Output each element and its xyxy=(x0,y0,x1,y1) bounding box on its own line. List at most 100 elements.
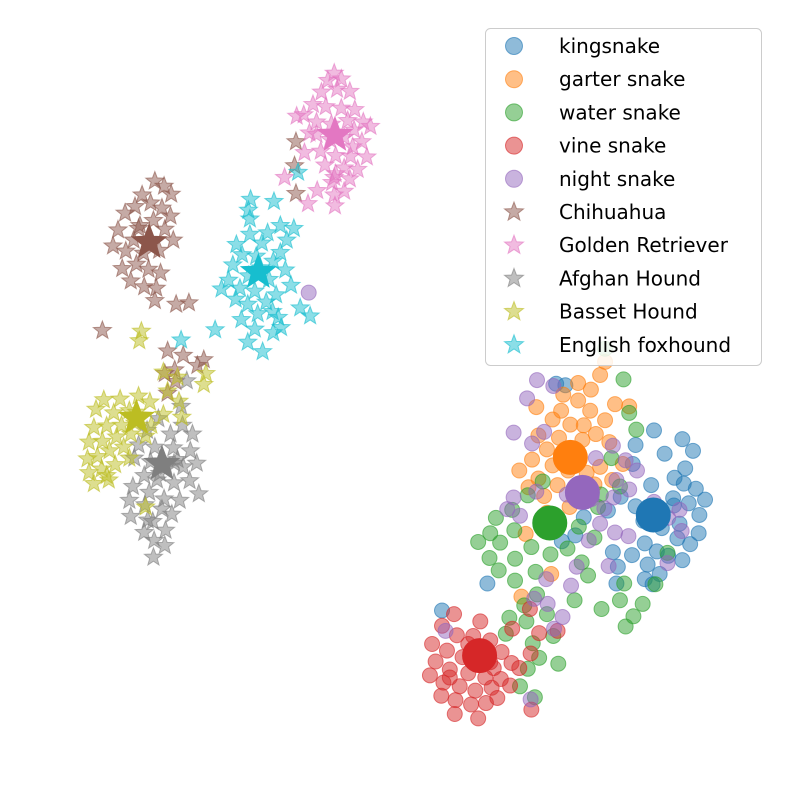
chihuahua-point xyxy=(140,192,161,212)
chihuahua-point xyxy=(153,175,175,196)
legend-label-golden-retriever: Golden Retriever xyxy=(559,233,729,257)
afghan-hound-point xyxy=(128,434,149,454)
night-snake-centroid xyxy=(564,474,600,510)
night-snake-point xyxy=(621,481,638,498)
water-snake-point xyxy=(616,575,633,592)
basset-hound-point xyxy=(118,447,140,467)
night-snake-point xyxy=(628,462,645,479)
basset-hound-point xyxy=(139,391,161,411)
golden-retriever-point xyxy=(339,80,361,101)
afghan-hound-point xyxy=(182,423,203,443)
chihuahua-point xyxy=(285,130,307,151)
basset-hound-point xyxy=(83,416,105,437)
legend-label-vine-snake: vine snake xyxy=(559,134,666,158)
basset-hound-point xyxy=(104,453,126,474)
golden-retriever-point xyxy=(311,81,332,101)
legend-label-night-snake: night snake xyxy=(559,167,675,191)
vine-snake-point xyxy=(511,660,528,677)
night-snake-point xyxy=(605,489,622,506)
night-snake-point xyxy=(545,377,562,394)
water-snake-point xyxy=(482,525,499,542)
afghan-hound-point xyxy=(122,475,144,496)
water-snake-point xyxy=(492,534,509,551)
kingsnake-centroid xyxy=(635,497,671,533)
english-foxhound-point xyxy=(240,188,261,209)
afghan-hound-point xyxy=(143,546,164,567)
english-foxhound-point xyxy=(262,321,284,342)
golden-retriever-point xyxy=(344,98,366,119)
legend-item-golden-retriever: Golden Retriever xyxy=(503,233,729,257)
kingsnake-point xyxy=(639,556,656,573)
night-snake-point xyxy=(522,691,539,708)
chihuahua-point xyxy=(144,289,166,310)
kingsnake-point xyxy=(656,445,673,462)
legend-item-night-snake: night snake xyxy=(505,167,675,191)
water-snake-point xyxy=(542,546,559,563)
golden-retriever-point xyxy=(360,115,381,136)
golden-retriever-point xyxy=(314,154,336,174)
english-foxhound-point xyxy=(255,291,277,311)
chihuahua-point xyxy=(151,197,173,217)
golden-retriever-point xyxy=(347,158,369,179)
english-foxhound-point xyxy=(257,221,278,242)
afghan-hound-point xyxy=(133,521,155,542)
english-foxhound-centroid xyxy=(239,252,277,288)
chihuahua-point xyxy=(107,219,129,239)
night-snake-point xyxy=(659,555,676,572)
legend-marker-chihuahua xyxy=(503,200,525,222)
night-snake-point xyxy=(596,500,613,517)
english-foxhound-point xyxy=(263,190,285,211)
legend-item-chihuahua: Chihuahua xyxy=(503,200,666,224)
legend-item-afghan-hound: Afghan Hound xyxy=(503,266,701,290)
legend-item-water-snake: water snake xyxy=(505,100,681,124)
golden-retriever-point xyxy=(337,109,359,130)
night-snake-point xyxy=(554,609,571,626)
water-snake-point xyxy=(621,404,638,421)
chihuahua-point xyxy=(165,293,187,314)
golden-retriever-point xyxy=(315,95,337,116)
night-snake-point xyxy=(673,523,690,540)
night-snake-point xyxy=(529,372,546,389)
vine-snake-point xyxy=(472,613,489,630)
vine-snake-point xyxy=(446,705,463,722)
water-snake-point xyxy=(647,576,664,593)
afghan-hound-point xyxy=(153,488,175,508)
water-snake-point xyxy=(580,567,597,584)
kingsnake-point xyxy=(627,436,644,453)
legend-label-basset-hound: Basset Hound xyxy=(559,300,698,324)
english-foxhound-point xyxy=(269,214,291,235)
golden-retriever-point xyxy=(356,146,378,166)
night-snake-point xyxy=(606,524,623,541)
water-snake-point xyxy=(523,539,540,556)
afghan-hound-point xyxy=(163,471,185,492)
english-foxhound-point xyxy=(237,293,259,314)
basset-hound-point xyxy=(135,425,157,446)
vine-snake-point xyxy=(427,653,444,670)
garter-snake-point xyxy=(538,441,555,458)
vine-snake-point xyxy=(489,689,506,706)
chihuahua-point xyxy=(138,258,159,279)
chihuahua-point xyxy=(102,235,124,255)
kingsnake-point xyxy=(643,477,660,494)
english-foxhound-point xyxy=(229,277,251,298)
vine-snake-point xyxy=(522,645,539,662)
legend-item-english-foxhound: English foxhound xyxy=(503,333,731,357)
kingsnake-point xyxy=(636,535,653,552)
legend-item-basset-hound: Basset Hound xyxy=(503,300,698,324)
legend-marker-basset-hound xyxy=(503,300,525,321)
afghan-hound-point xyxy=(155,519,176,540)
golden-retriever-point xyxy=(340,145,361,166)
chihuahua-point xyxy=(115,240,137,260)
basset-hound-point xyxy=(78,431,100,451)
garter-snake-point xyxy=(570,375,587,392)
garter-snake-centroid xyxy=(552,439,588,475)
night-snake-point xyxy=(539,595,556,612)
chihuahua-point xyxy=(157,340,179,360)
legend-label-chihuahua: Chihuahua xyxy=(559,200,666,224)
night-snake-point xyxy=(538,571,555,588)
garter-snake-point xyxy=(575,417,592,434)
vine-snake-point xyxy=(531,625,548,642)
night-snake-point xyxy=(519,390,536,407)
vine-snake-point xyxy=(441,669,458,686)
chihuahua-point xyxy=(145,277,167,298)
